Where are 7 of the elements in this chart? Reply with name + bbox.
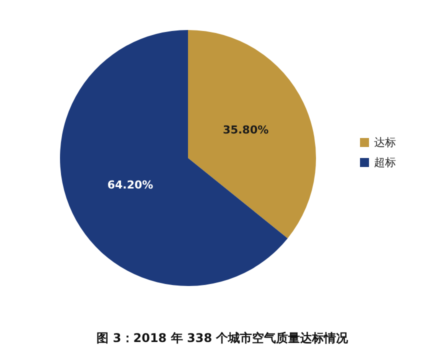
data-label: 35.80%: [222, 123, 269, 136]
legend-label: 达标: [374, 136, 396, 150]
text: 图 3：2018 年 338 个城市空气质量达标情况: [96, 331, 350, 345]
pie-slice: [60, 30, 288, 286]
legend-label: 超标: [374, 156, 396, 170]
pie-slice: [188, 30, 316, 238]
data-label: 64.20%: [107, 178, 154, 192]
